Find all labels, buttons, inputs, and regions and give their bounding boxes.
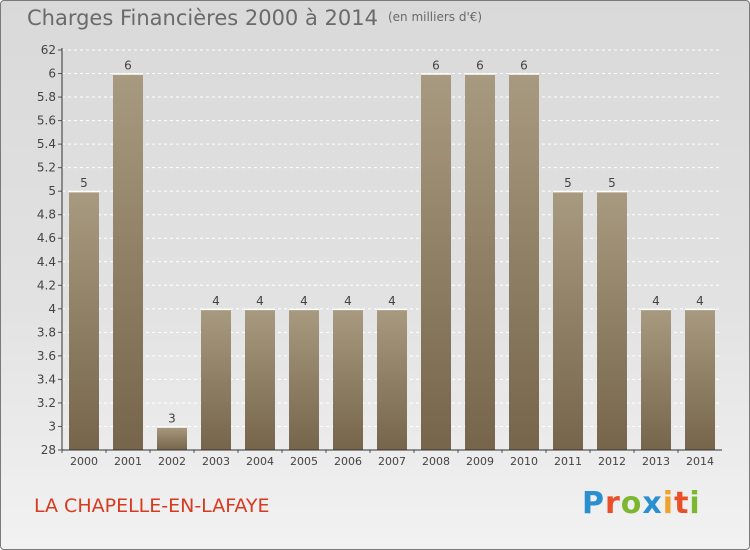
data-label: 5	[564, 176, 572, 190]
data-label: 4	[344, 294, 352, 308]
data-label: 6	[520, 59, 528, 73]
logo-letter: P	[582, 486, 605, 521]
y-tick-label: 5.8	[37, 90, 56, 104]
town-name: LA CHAPELLE-EN-LAFAYE	[34, 495, 270, 517]
proxiti-logo[interactable]: Proxiti	[582, 486, 701, 521]
bar	[113, 73, 143, 450]
bar	[69, 191, 99, 451]
y-tick-label: 4.8	[37, 208, 56, 222]
x-tick-label: 2003	[202, 455, 230, 468]
bar	[289, 308, 319, 450]
y-tick-label: 4.4	[37, 255, 56, 269]
data-label: 3	[168, 411, 176, 425]
chart-title-block: Charges Financières 2000 à 2014 (en milli…	[27, 6, 482, 30]
logo-letter: t	[674, 486, 690, 521]
x-tick-label: 2008	[422, 455, 450, 468]
data-label: 4	[652, 294, 660, 308]
data-label: 4	[300, 294, 308, 308]
bar	[333, 308, 363, 450]
data-label: 4	[256, 294, 264, 308]
y-tick-label: 3.2	[37, 396, 56, 410]
x-axis: 2000 2001 2002 2003 2004 2005 2006 2007 2008 2009…	[61, 450, 714, 468]
y-tick-label: 62	[41, 43, 56, 57]
data-label: 4	[212, 294, 220, 308]
y-tick-label: 4.2	[37, 278, 56, 292]
y-tick-label: 3.6	[37, 349, 56, 363]
y-tick-label: 5.2	[37, 161, 56, 175]
chart-unit: (en milliers d'€)	[387, 10, 483, 24]
y-tick-label: 5.4	[37, 137, 56, 151]
y-tick-label: 4.6	[37, 231, 56, 245]
data-label: 6	[476, 59, 484, 73]
data-label: 4	[388, 294, 396, 308]
y-tick-label: 6	[48, 67, 56, 81]
x-tick-label: 2011	[554, 455, 582, 468]
x-tick-label: 2014	[686, 455, 714, 468]
bar	[597, 191, 627, 451]
bar	[377, 308, 407, 450]
y-tick-label: 4	[48, 302, 56, 316]
x-tick-label: 2002	[158, 455, 186, 468]
y-tick-label: 3.8	[37, 325, 56, 339]
data-label: 6	[124, 59, 132, 73]
bar	[245, 308, 275, 450]
x-tick-label: 2007	[378, 455, 406, 468]
bar-series: 5 6 3 4 4 4 4 4 6 6 6 5 5 4 4	[69, 59, 715, 451]
x-tick-label: 2000	[70, 455, 98, 468]
y-tick-label: 5.6	[37, 114, 56, 128]
data-label: 5	[80, 176, 88, 190]
data-label: 6	[432, 59, 440, 73]
data-label: 5	[608, 176, 616, 190]
y-tick-label: 5	[48, 184, 56, 198]
bar	[421, 73, 451, 450]
bar	[641, 308, 671, 450]
x-tick-label: 2009	[466, 455, 494, 468]
x-tick-label: 2012	[598, 455, 626, 468]
bar	[685, 308, 715, 450]
x-tick-label: 2010	[510, 455, 538, 468]
y-tick-label: 3.4	[37, 372, 56, 386]
x-tick-label: 2004	[246, 455, 274, 468]
x-tick-label: 2006	[334, 455, 362, 468]
y-tick-label: 28	[41, 443, 56, 457]
bar	[553, 191, 583, 451]
logo-letter: i	[689, 486, 701, 521]
bar	[201, 308, 231, 450]
x-tick-label: 2013	[642, 455, 670, 468]
x-tick-label: 2005	[290, 455, 318, 468]
y-axis: 28 3 3.2 3.4 3.6 3.8 4 4.2 4.4 4.6 4.8 5 5.2 5.4 5.6 5.…	[37, 43, 62, 457]
plot-axes	[61, 48, 722, 451]
logo-letter: r	[605, 486, 621, 521]
logo-letter: i	[662, 486, 675, 521]
y-tick-label: 3	[48, 419, 56, 433]
logo-letter: x	[642, 486, 663, 521]
x-tick-label: 2001	[114, 455, 142, 468]
chart-title: Charges Financières 2000 à 2014	[27, 6, 378, 30]
bar	[509, 73, 539, 450]
bar	[157, 426, 187, 450]
logo-letter: o	[620, 486, 643, 521]
bar	[465, 73, 495, 450]
data-label: 4	[696, 294, 704, 308]
